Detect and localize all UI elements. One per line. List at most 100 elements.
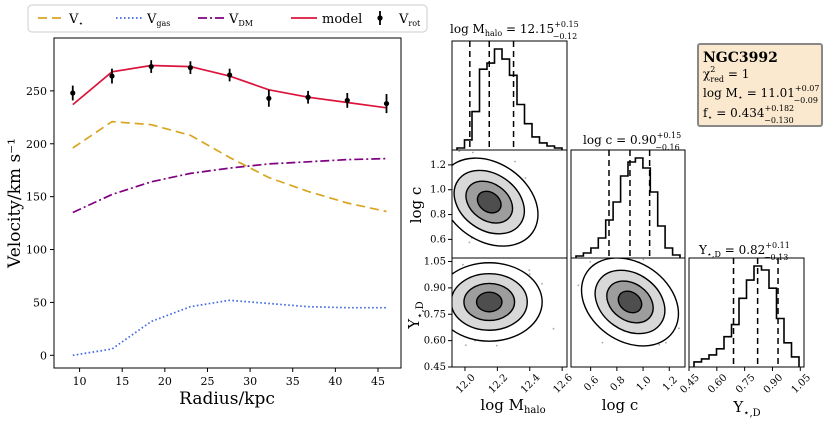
marginal-frame bbox=[688, 257, 805, 368]
marginal-histogram bbox=[575, 157, 681, 258]
sample-point bbox=[524, 177, 527, 179]
corner-x-tick-label: 0.60 bbox=[706, 372, 730, 396]
sample-point bbox=[472, 151, 474, 154]
corner-y-tick-label: 0.75 bbox=[424, 309, 446, 320]
sample-point bbox=[694, 344, 696, 346]
vrot-point bbox=[305, 94, 311, 100]
y-tick-label: 100 bbox=[26, 244, 47, 257]
x-tick-label: 15 bbox=[115, 375, 129, 388]
x-axis-label: Radius/kpc bbox=[179, 389, 275, 409]
corner-x-tick-label: 0.75 bbox=[734, 372, 758, 396]
corner-y-tick-label: 0.45 bbox=[424, 362, 446, 373]
corner-x-tick-label: 1.0 bbox=[635, 375, 654, 394]
sample-point bbox=[665, 341, 667, 344]
title-logc: log c = 0.90+0.15 −0.16 bbox=[583, 131, 681, 152]
y-tick-label: 250 bbox=[26, 85, 47, 98]
y-tick-label: 150 bbox=[26, 191, 47, 204]
legend-label-vrot: Vrot bbox=[398, 12, 421, 28]
corner-x-tick-label: 12.6 bbox=[551, 372, 575, 396]
x-tick-label: 20 bbox=[158, 375, 172, 388]
joint-panel-1-0 bbox=[444, 149, 568, 266]
corner-x-tick-label: 0.6 bbox=[582, 375, 601, 394]
marginal-histogram bbox=[693, 265, 800, 367]
corner-x-tick-label: 0.90 bbox=[762, 372, 786, 396]
sample-point bbox=[658, 343, 661, 346]
legend: V⋆ Vgas VDM model Vrot bbox=[27, 4, 428, 33]
sample-point bbox=[528, 269, 531, 271]
sample-point bbox=[601, 341, 604, 344]
corner-x-tick-label: 0.45 bbox=[678, 372, 702, 396]
corner-xlabel-logc: log c bbox=[602, 396, 639, 414]
sample-point bbox=[444, 154, 446, 156]
sample-point bbox=[577, 284, 580, 287]
x-tick-label: 30 bbox=[243, 375, 257, 388]
sample-point bbox=[495, 344, 498, 347]
sample-point bbox=[439, 307, 441, 309]
legend-box bbox=[27, 4, 428, 33]
galaxy-name: NGC3992 bbox=[703, 50, 778, 66]
sample-point bbox=[589, 261, 592, 263]
sample-point bbox=[514, 160, 516, 163]
sample-point bbox=[468, 241, 471, 244]
corner-ylabel-logc: log c bbox=[407, 187, 425, 224]
corner-y-tick-label: 0.60 bbox=[424, 336, 446, 347]
x-tick-label: 25 bbox=[200, 375, 214, 388]
sample-point bbox=[528, 273, 531, 276]
y-tick-label: 50 bbox=[33, 296, 47, 309]
corner-y-tick-label: 1.05 bbox=[424, 257, 446, 268]
log-mstar-value: log M⋆ = 11.01+0.07 −0.09 bbox=[703, 84, 819, 105]
vrot-point bbox=[383, 100, 390, 107]
vrot-point bbox=[109, 73, 115, 79]
sample-point bbox=[462, 263, 464, 266]
series-line-vdm bbox=[72, 157, 387, 214]
vrot-point bbox=[70, 90, 76, 96]
corner-x-tick-label: 12.0 bbox=[454, 372, 478, 396]
corner-ylabel-upsilon: Υ⋆,D bbox=[405, 301, 426, 329]
sample-point bbox=[464, 344, 467, 346]
plot-frame bbox=[53, 37, 402, 369]
sample-point bbox=[447, 211, 449, 213]
corner-x-tick-label: 12.4 bbox=[519, 372, 543, 396]
sample-point bbox=[448, 184, 450, 186]
chi2-value: χ2 red = 1 bbox=[703, 65, 749, 84]
vrot-point bbox=[227, 72, 233, 78]
legend-label-vgas: Vgas bbox=[146, 12, 170, 28]
corner-plot: 12.0 12.2 12.4 12.6 0.6 0.8 1.0 1.20.45 0.60 0.75… bbox=[405, 20, 813, 419]
corner-x-tick-label: 12.2 bbox=[487, 372, 511, 396]
sample-point bbox=[446, 299, 448, 301]
legend-marker-vrot bbox=[377, 15, 383, 21]
y-tick-label: 0 bbox=[40, 349, 47, 362]
sample-point bbox=[541, 283, 543, 285]
density-contour bbox=[476, 190, 502, 214]
marginal-1 bbox=[570, 149, 686, 259]
joint-frame bbox=[570, 257, 686, 368]
sample-point bbox=[458, 150, 461, 153]
x-tick-label: 35 bbox=[286, 375, 300, 388]
marginal-2 bbox=[688, 257, 805, 368]
sample-point bbox=[450, 172, 452, 174]
vrot-point bbox=[148, 63, 154, 70]
marginal-0 bbox=[451, 40, 568, 151]
corner-y-tick-label: 1.0 bbox=[430, 185, 446, 196]
info-box-background bbox=[697, 43, 823, 127]
corner-x-tick-label: 0.8 bbox=[608, 375, 627, 394]
vrot-point bbox=[266, 95, 272, 101]
sample-point bbox=[678, 327, 680, 330]
fstar-value: f⋆ = 0.434+0.182 −0.130 bbox=[703, 104, 794, 125]
sample-point bbox=[552, 327, 555, 330]
x-tick-label: 40 bbox=[328, 375, 342, 388]
corner-y-tick-label: 0.6 bbox=[430, 234, 446, 245]
corner-x-tick-label: 1.05 bbox=[790, 372, 814, 396]
sample-point bbox=[528, 264, 530, 266]
y-tick-label: 200 bbox=[26, 138, 47, 151]
legend-label-vstar: V⋆ bbox=[68, 12, 83, 28]
info-box: NGC3992 χ2 red = 1 log M⋆ = 11.01+0.07 −0.… bbox=[697, 43, 823, 127]
joint-frame bbox=[451, 257, 568, 368]
vrot-point bbox=[344, 97, 350, 104]
density-contour bbox=[475, 291, 503, 313]
legend-label-vdm: VDM bbox=[228, 12, 253, 28]
sample-point bbox=[642, 258, 645, 261]
title-mhalo: log Mhalo = 12.15+0.15 −0.12 bbox=[450, 20, 579, 41]
corner-xlabel-upsilon: Υ⋆,D bbox=[732, 398, 760, 419]
y-axis-label: Velocity/km s⁻¹ bbox=[5, 138, 25, 269]
